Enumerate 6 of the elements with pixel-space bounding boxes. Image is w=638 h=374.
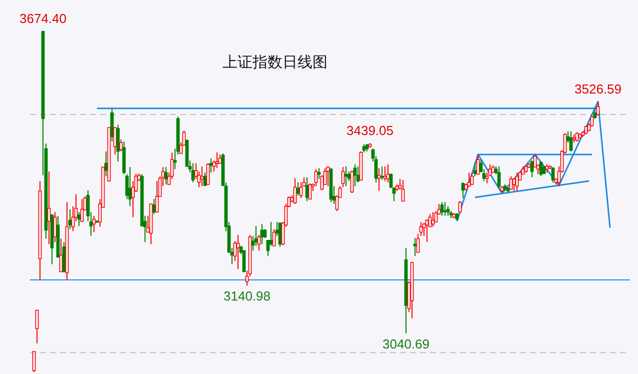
annotation: 3439.05 bbox=[346, 123, 394, 138]
annotation: 3040.69 bbox=[382, 336, 430, 352]
annotation: 3526.59 bbox=[574, 82, 622, 97]
text: 上证指数日线图 bbox=[222, 53, 328, 71]
annotation: 3674.40 bbox=[20, 11, 66, 26]
annotation: 3140.98 bbox=[224, 288, 270, 304]
